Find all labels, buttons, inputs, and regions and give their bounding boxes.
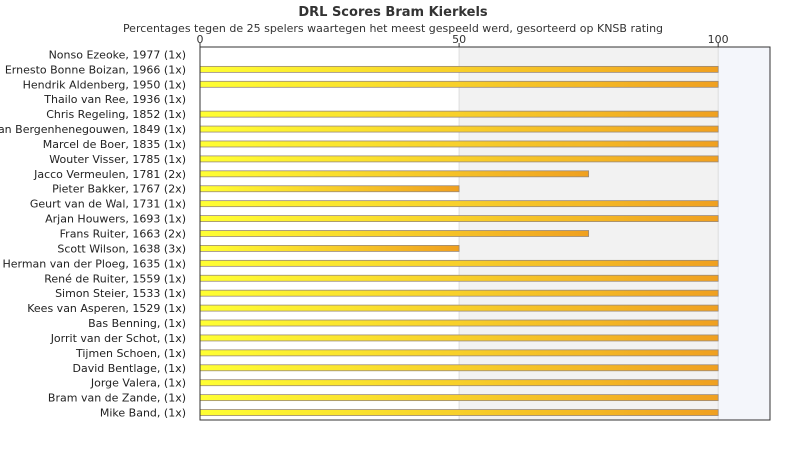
bar bbox=[199, 274, 719, 282]
category-label: Thailo van Ree, 1936 (1x) bbox=[43, 93, 186, 106]
category-label: Pieter Bakker, 1767 (2x) bbox=[52, 183, 186, 196]
bar bbox=[199, 289, 719, 297]
category-label: Jorrit van der Schot, (1x) bbox=[50, 332, 186, 345]
x-tick-label: 50 bbox=[452, 33, 466, 46]
category-label: Arjan Houwers, 1693 (1x) bbox=[45, 213, 186, 226]
category-label: Jorge Valera, (1x) bbox=[90, 377, 186, 390]
bar bbox=[199, 394, 719, 402]
chart-subtitle: Percentages tegen de 25 spelers waartege… bbox=[123, 22, 663, 35]
x-tick-label: 100 bbox=[708, 33, 729, 46]
category-label: Bram van de Zande, (1x) bbox=[48, 392, 186, 405]
bar bbox=[199, 65, 719, 73]
category-label: Evan Bergenhenegouwen, 1849 (1x) bbox=[0, 123, 186, 136]
category-label: Herman van der Ploeg, 1635 (1x) bbox=[2, 257, 186, 270]
category-label: Marcel de Boer, 1835 (1x) bbox=[43, 138, 186, 151]
bar bbox=[199, 80, 719, 88]
plot-band-100-plus bbox=[718, 47, 770, 420]
category-label: Scott Wilson, 1638 (3x) bbox=[57, 242, 186, 255]
bar bbox=[199, 364, 719, 372]
bar bbox=[199, 215, 719, 222]
category-label: Geurt van de Wal, 1731 (1x) bbox=[30, 198, 186, 211]
bar bbox=[199, 155, 719, 163]
bar bbox=[199, 140, 719, 148]
category-label: David Bentlage, (1x) bbox=[73, 362, 187, 375]
x-tick-label: 0 bbox=[197, 33, 204, 46]
category-label: Wouter Visser, 1785 (1x) bbox=[49, 153, 186, 166]
bar bbox=[199, 319, 719, 327]
bar bbox=[199, 125, 719, 133]
bar bbox=[199, 409, 719, 416]
chart-title: DRL Scores Bram Kierkels bbox=[298, 5, 488, 20]
category-label: Mike Band, (1x) bbox=[100, 407, 186, 420]
category-label: Nonso Ezeoke, 1977 (1x) bbox=[49, 48, 186, 61]
category-label: Tijmen Schoen, (1x) bbox=[75, 347, 186, 360]
category-label: Jacco Vermeulen, 1781 (2x) bbox=[33, 168, 186, 181]
bar bbox=[199, 170, 590, 178]
category-label: Ernesto Bonne Boizan, 1966 (1x) bbox=[5, 63, 186, 76]
bar bbox=[199, 110, 719, 118]
category-label: Hendrik Aldenberg, 1950 (1x) bbox=[23, 78, 186, 91]
category-label: Simon Steier, 1533 (1x) bbox=[55, 287, 186, 300]
bar bbox=[199, 349, 719, 357]
bar bbox=[199, 304, 719, 312]
category-label: Kees van Asperen, 1529 (1x) bbox=[27, 302, 186, 315]
category-label: René de Ruiter, 1559 (1x) bbox=[44, 272, 186, 285]
bar bbox=[199, 379, 719, 387]
bar bbox=[199, 185, 460, 193]
plot-frame bbox=[199, 46, 771, 421]
x-axis-ticks: 0 50 100 bbox=[197, 33, 729, 47]
category-labels: Nonso Ezeoke, 1977 (1x) Ernesto Bonne Boi… bbox=[0, 48, 186, 419]
bar bbox=[199, 200, 719, 208]
bar bbox=[199, 259, 719, 267]
category-label: Chris Regeling, 1852 (1x) bbox=[46, 108, 186, 121]
category-label: Frans Ruiter, 1663 (2x) bbox=[60, 228, 186, 241]
bar bbox=[199, 334, 719, 342]
bar bbox=[199, 230, 590, 237]
bar bbox=[199, 245, 460, 252]
category-label: Bas Benning, (1x) bbox=[88, 317, 186, 330]
